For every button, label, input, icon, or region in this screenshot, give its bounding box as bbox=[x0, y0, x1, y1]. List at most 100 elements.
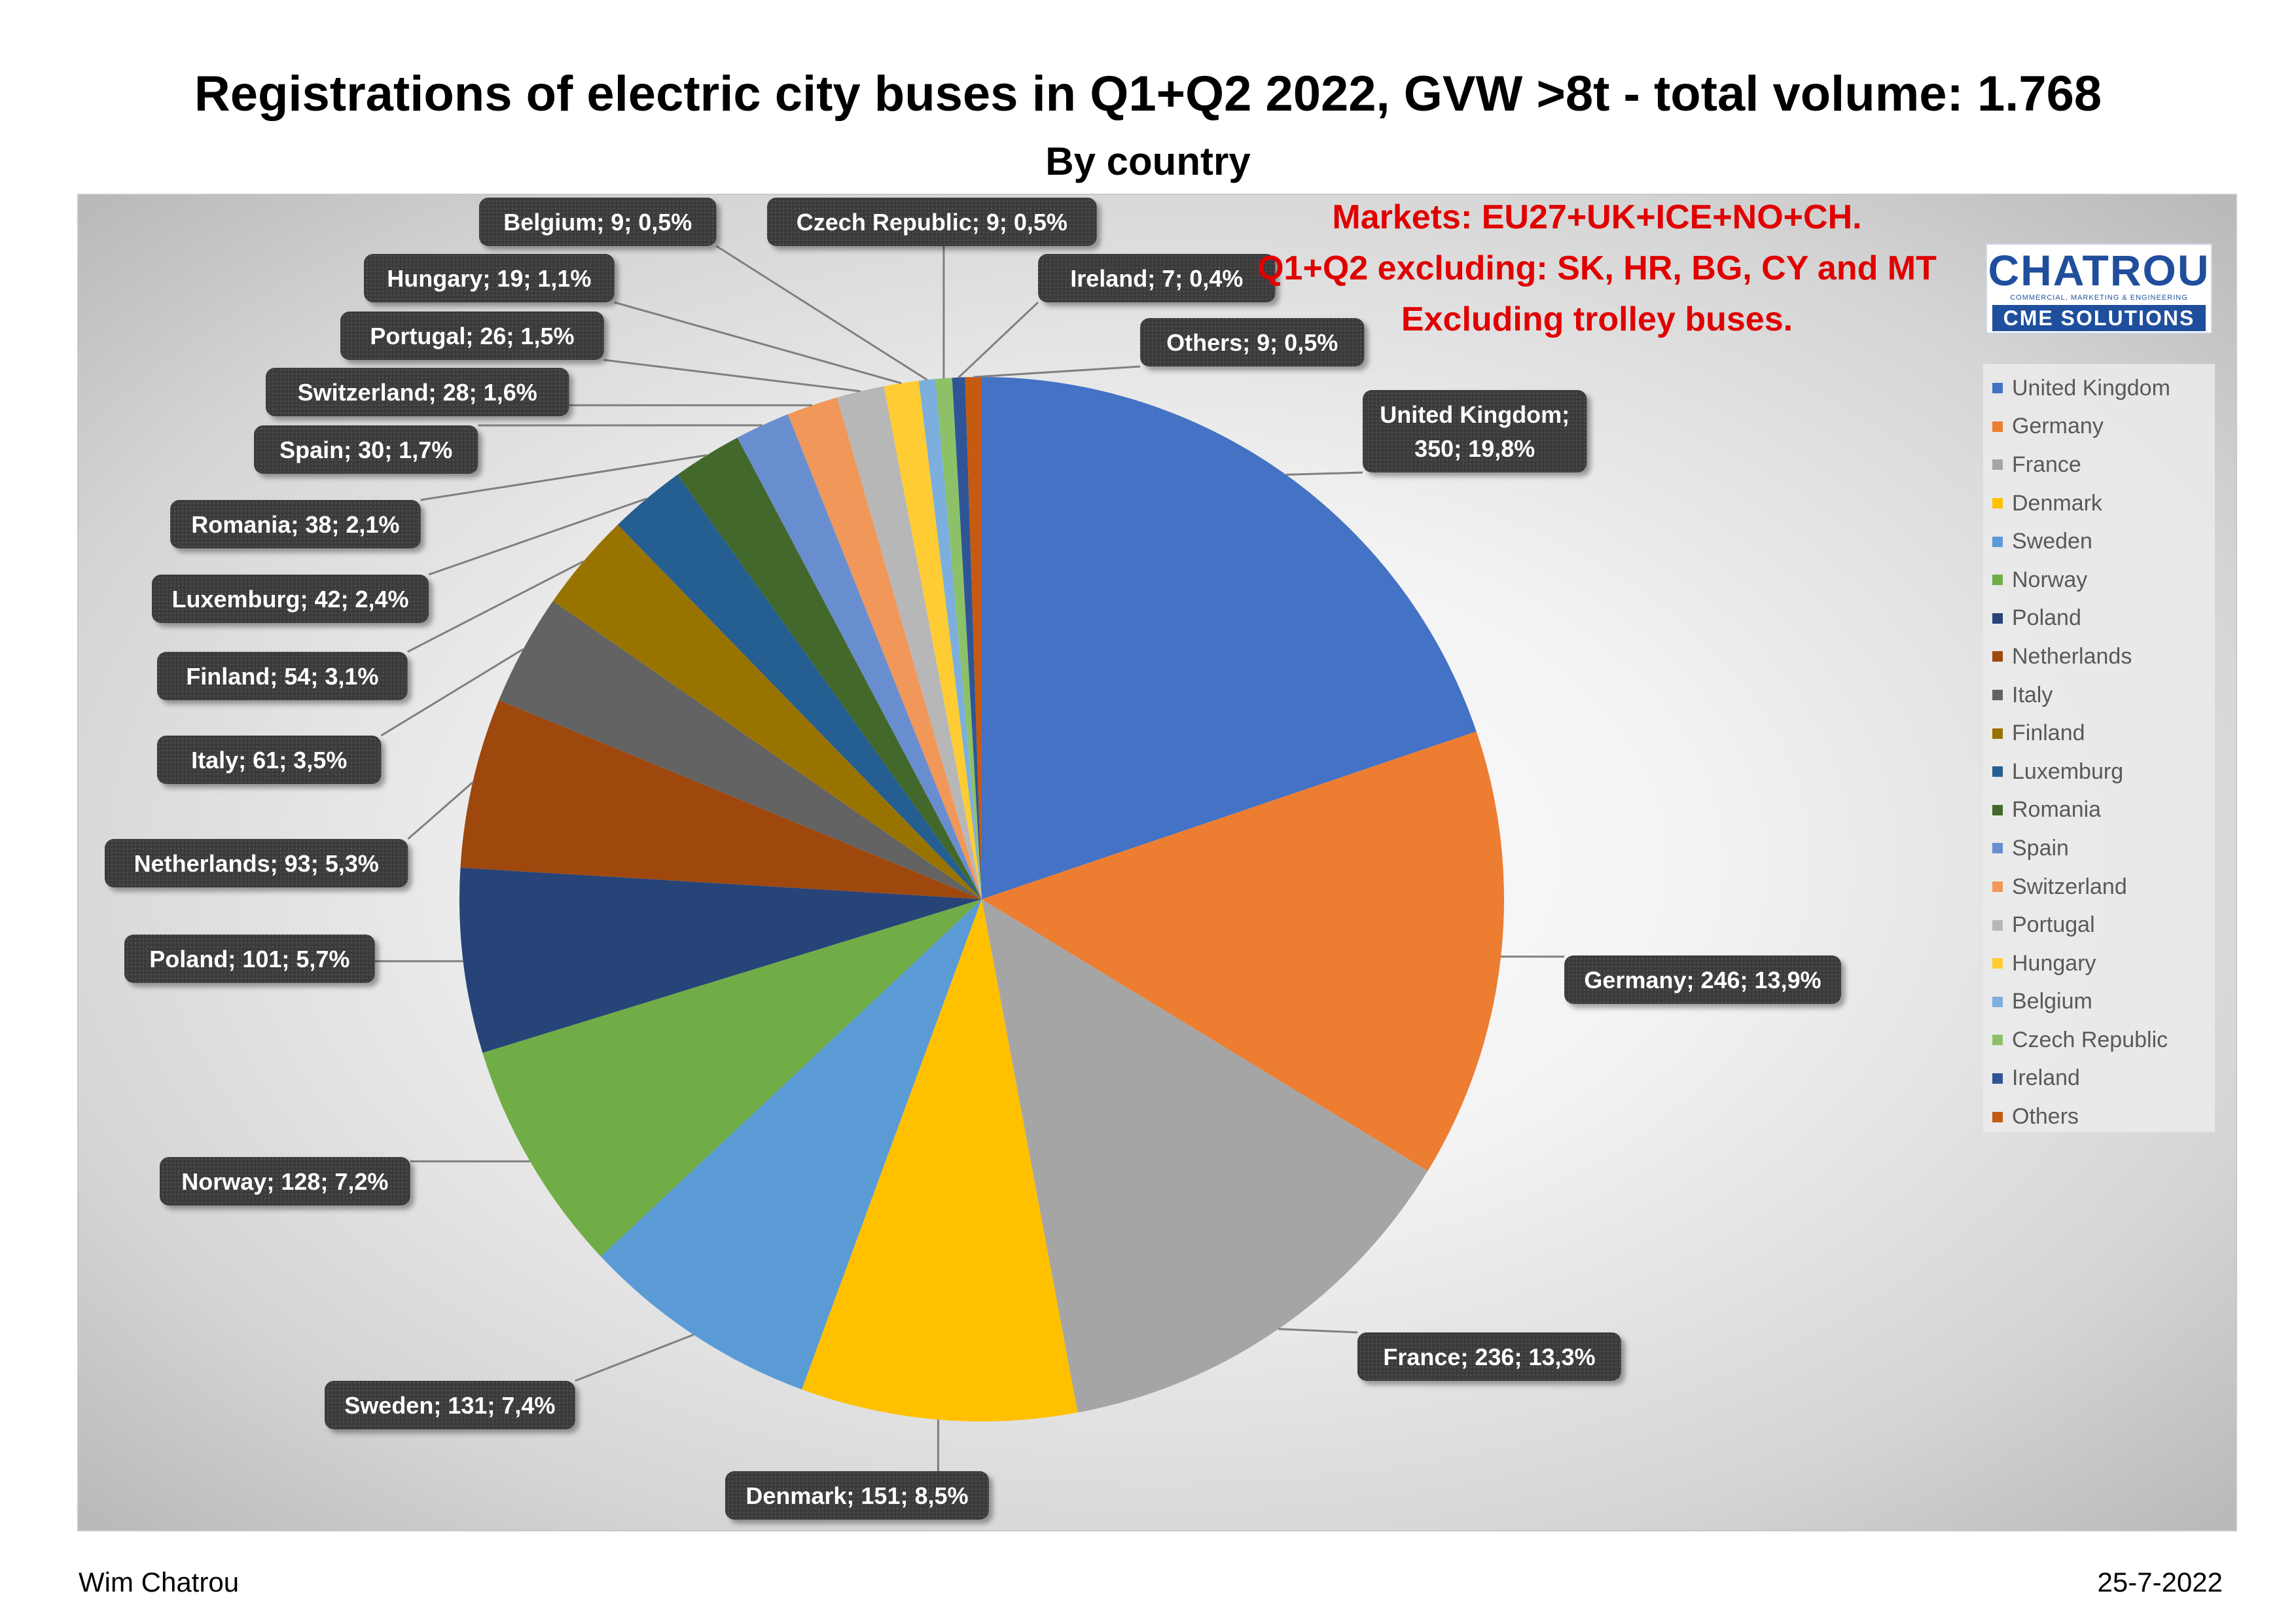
legend: United Kingdom Germany France Denmark Sweden… bbox=[1983, 364, 2215, 1132]
logo-wordmark: CHATROU bbox=[1988, 246, 2210, 294]
data-label-czech-republic: Czech Republic; 9; 0,5% bbox=[767, 198, 1097, 246]
legend-label: Czech Republic bbox=[2012, 1027, 2168, 1052]
leader-line-luxemburg bbox=[428, 497, 647, 576]
data-label-text: 350; 19,8% bbox=[1414, 435, 1535, 462]
data-label-text: Netherlands; 93; 5,3% bbox=[134, 850, 379, 877]
data-label-box bbox=[325, 1381, 575, 1429]
data-label-box bbox=[340, 312, 604, 360]
legend-label: Others bbox=[2012, 1104, 2079, 1130]
legend-item-poland: Poland bbox=[1992, 599, 2215, 638]
data-label-italy: Italy; 61; 3,5% bbox=[157, 736, 382, 784]
legend-swatch bbox=[1992, 1111, 2003, 1122]
pie-chart: United Kingdom; 350; 19,8% Germany; 246; 1… bbox=[105, 198, 1842, 1520]
data-label-romania: Romania; 38; 2,1% bbox=[170, 500, 421, 548]
legend-swatch bbox=[1992, 919, 2003, 931]
leader-line-portugal bbox=[603, 359, 861, 393]
data-label-text: Finland; 54; 3,1% bbox=[186, 663, 378, 690]
footer-date: 25-7-2022 bbox=[2097, 1567, 2223, 1597]
pie-slices bbox=[459, 377, 1505, 1421]
data-label-others: Others; 9; 0,5% bbox=[1140, 318, 1365, 366]
slice-hungary bbox=[884, 380, 982, 899]
data-label-box bbox=[157, 652, 408, 700]
legend-label: Poland bbox=[2012, 605, 2081, 631]
legend-swatch bbox=[1992, 1035, 2003, 1046]
data-label-text: Romania; 38; 2,1% bbox=[191, 511, 399, 538]
data-label-text: Sweden; 131; 7,4% bbox=[344, 1392, 555, 1419]
data-label-belgium: Belgium; 9; 0,5% bbox=[479, 198, 717, 246]
legend-label: Switzerland bbox=[2012, 874, 2127, 899]
data-label-box bbox=[1564, 955, 1842, 1004]
data-label-box bbox=[364, 254, 615, 302]
slice-luxemburg bbox=[617, 474, 982, 899]
legend-label: Norway bbox=[2012, 567, 2088, 592]
company-logo: CHATROU COMMERCIAL, MARKETING & ENGINEER… bbox=[1986, 243, 2212, 334]
slice-ireland bbox=[952, 377, 982, 899]
leader-line-netherlands bbox=[407, 781, 474, 840]
data-label-box bbox=[725, 1471, 989, 1520]
legend-swatch bbox=[1992, 459, 2003, 471]
data-label-text: Ireland; 7; 0,4% bbox=[1070, 265, 1243, 292]
legend-swatch bbox=[1992, 498, 2003, 509]
legend-item-norway: Norway bbox=[1992, 561, 2215, 599]
slice-belgium bbox=[918, 379, 982, 899]
leader-line-sweden bbox=[575, 1334, 694, 1382]
legend-item-netherlands: Netherlands bbox=[1992, 637, 2215, 676]
slice-denmark bbox=[801, 899, 1078, 1421]
legend-swatch bbox=[1992, 383, 2003, 394]
legend-item-belgium: Belgium bbox=[1992, 983, 2215, 1022]
leader-line-others bbox=[973, 365, 1141, 378]
legend-swatch bbox=[1992, 1073, 2003, 1084]
slice-sweden bbox=[600, 899, 982, 1390]
data-label-text: France; 236; 13,3% bbox=[1383, 1344, 1595, 1370]
legend-item-france: France bbox=[1992, 446, 2215, 484]
legend-item-portugal: Portugal bbox=[1992, 906, 2215, 944]
data-label-text: Hungary; 19; 1,1% bbox=[387, 265, 591, 292]
data-label-text: Others; 9; 0,5% bbox=[1166, 329, 1338, 356]
data-label-text: Czech Republic; 9; 0,5% bbox=[797, 209, 1067, 236]
annotation-trolley: Excluding trolley buses. bbox=[1401, 300, 1793, 338]
legend-label: Finland bbox=[2012, 721, 2085, 746]
legend-label: Hungary bbox=[2012, 950, 2096, 976]
legend-label: Netherlands bbox=[2012, 643, 2132, 669]
footer-author: Wim Chatrou bbox=[79, 1567, 240, 1597]
data-label-poland: Poland; 101; 5,7% bbox=[124, 935, 375, 983]
legend-item-hungary: Hungary bbox=[1992, 944, 2215, 983]
legend-item-italy: Italy bbox=[1992, 676, 2215, 715]
legend-item-romania: Romania bbox=[1992, 791, 2215, 830]
legend-label: Denmark bbox=[2012, 490, 2102, 516]
slice-switzerland bbox=[787, 397, 982, 899]
legend-swatch bbox=[1992, 651, 2003, 662]
legend-label: Sweden bbox=[2012, 529, 2092, 554]
legend-item-others: Others bbox=[1992, 1097, 2215, 1136]
slice-netherlands bbox=[460, 700, 982, 899]
slice-finland bbox=[552, 524, 982, 899]
legend-label: Luxemburg bbox=[2012, 758, 2124, 784]
data-label-box bbox=[157, 736, 382, 784]
data-label-switzerland: Switzerland; 28; 1,6% bbox=[266, 368, 569, 416]
legend-item-denmark: Denmark bbox=[1992, 484, 2215, 523]
legend-label: Romania bbox=[2012, 797, 2102, 823]
legend-swatch bbox=[1992, 958, 2003, 969]
data-labels: United Kingdom; 350; 19,8% Germany; 246; 1… bbox=[105, 198, 1842, 1520]
leader-line-romania bbox=[420, 454, 708, 501]
legend-label: Portugal bbox=[2012, 912, 2095, 938]
data-label-ireland: Ireland; 7; 0,4% bbox=[1038, 254, 1276, 302]
data-label-box bbox=[105, 839, 408, 887]
data-label-spain: Spain; 30; 1,7% bbox=[254, 425, 478, 474]
legend-swatch bbox=[1992, 536, 2003, 547]
slice-poland bbox=[459, 867, 982, 1053]
legend-swatch bbox=[1992, 613, 2003, 624]
legend-swatch bbox=[1992, 804, 2003, 815]
data-label-box bbox=[152, 575, 429, 623]
legend-swatch bbox=[1992, 882, 2003, 893]
slice-germany bbox=[982, 731, 1505, 1171]
annotation-markets: Markets: EU27+UK+ICE+NO+CH. bbox=[1332, 198, 1862, 236]
legend-label: Ireland bbox=[2012, 1065, 2080, 1091]
leader-line-finland bbox=[407, 560, 584, 653]
data-label-box bbox=[1357, 1332, 1621, 1381]
data-label-norway: Norway; 128; 7,2% bbox=[160, 1157, 410, 1205]
data-label-box bbox=[254, 425, 478, 474]
leader-line-ireland bbox=[958, 301, 1039, 378]
data-label-sweden: Sweden; 131; 7,4% bbox=[325, 1381, 575, 1429]
chart-title: Registrations of electric city buses in … bbox=[194, 66, 2102, 122]
